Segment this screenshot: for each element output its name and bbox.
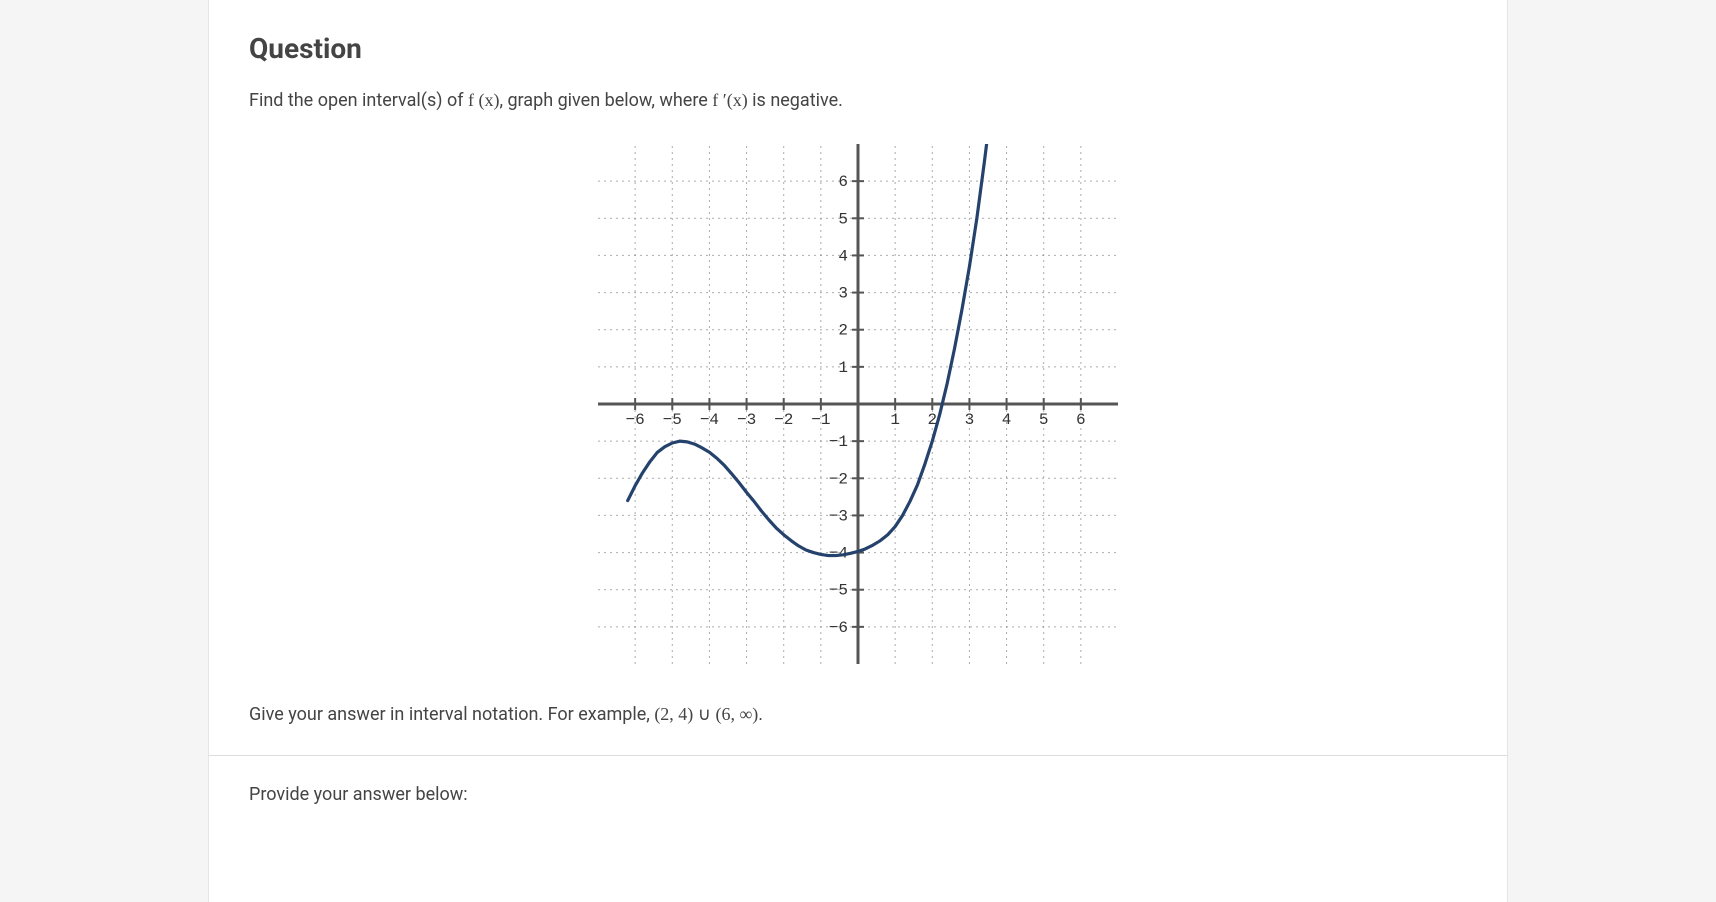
- prompt-mid: , graph given below, where: [499, 90, 712, 111]
- prompt-fpx: f ′(x): [712, 90, 747, 110]
- svg-text:−1: −1: [829, 433, 848, 451]
- svg-text:4: 4: [1002, 411, 1012, 429]
- svg-text:1: 1: [838, 359, 848, 377]
- prompt-post: is negative.: [748, 90, 843, 111]
- hint-pre: Give your answer in interval notation. F…: [249, 704, 654, 725]
- svg-text:−2: −2: [829, 470, 848, 488]
- svg-text:1: 1: [890, 411, 900, 429]
- svg-text:−3: −3: [737, 411, 756, 429]
- graph-container: −6−5−4−3−2−1123456−6−5−4−3−2−1123456: [249, 144, 1467, 664]
- answer-label: Provide your answer below:: [249, 784, 1467, 805]
- svg-text:−5: −5: [829, 582, 848, 600]
- question-heading: Question: [249, 32, 1467, 65]
- svg-text:3: 3: [965, 411, 975, 429]
- svg-text:6: 6: [1076, 411, 1086, 429]
- question-card: Question Find the open interval(s) of f …: [208, 0, 1508, 902]
- svg-text:2: 2: [838, 322, 848, 340]
- prompt-pre: Find the open interval(s) of: [249, 90, 468, 111]
- hint-post: .: [758, 704, 763, 725]
- hint-math: (2, 4) ∪ (6, ∞): [654, 704, 758, 724]
- svg-text:5: 5: [1039, 411, 1049, 429]
- svg-text:−6: −6: [829, 619, 848, 637]
- svg-text:3: 3: [838, 285, 848, 303]
- prompt-fx: f (x): [468, 90, 499, 110]
- hint-text: Give your answer in interval notation. F…: [249, 704, 1467, 725]
- svg-text:−4: −4: [700, 411, 719, 429]
- function-graph: −6−5−4−3−2−1123456−6−5−4−3−2−1123456: [598, 144, 1118, 664]
- svg-text:−1: −1: [811, 411, 830, 429]
- section-divider: [209, 755, 1507, 756]
- svg-text:−3: −3: [829, 507, 848, 525]
- svg-text:−2: −2: [774, 411, 793, 429]
- svg-text:4: 4: [838, 247, 848, 265]
- question-prompt: Find the open interval(s) of f (x), grap…: [249, 87, 1467, 114]
- svg-text:6: 6: [838, 173, 848, 191]
- svg-text:−6: −6: [626, 411, 645, 429]
- svg-text:5: 5: [838, 210, 848, 228]
- svg-text:−5: −5: [663, 411, 682, 429]
